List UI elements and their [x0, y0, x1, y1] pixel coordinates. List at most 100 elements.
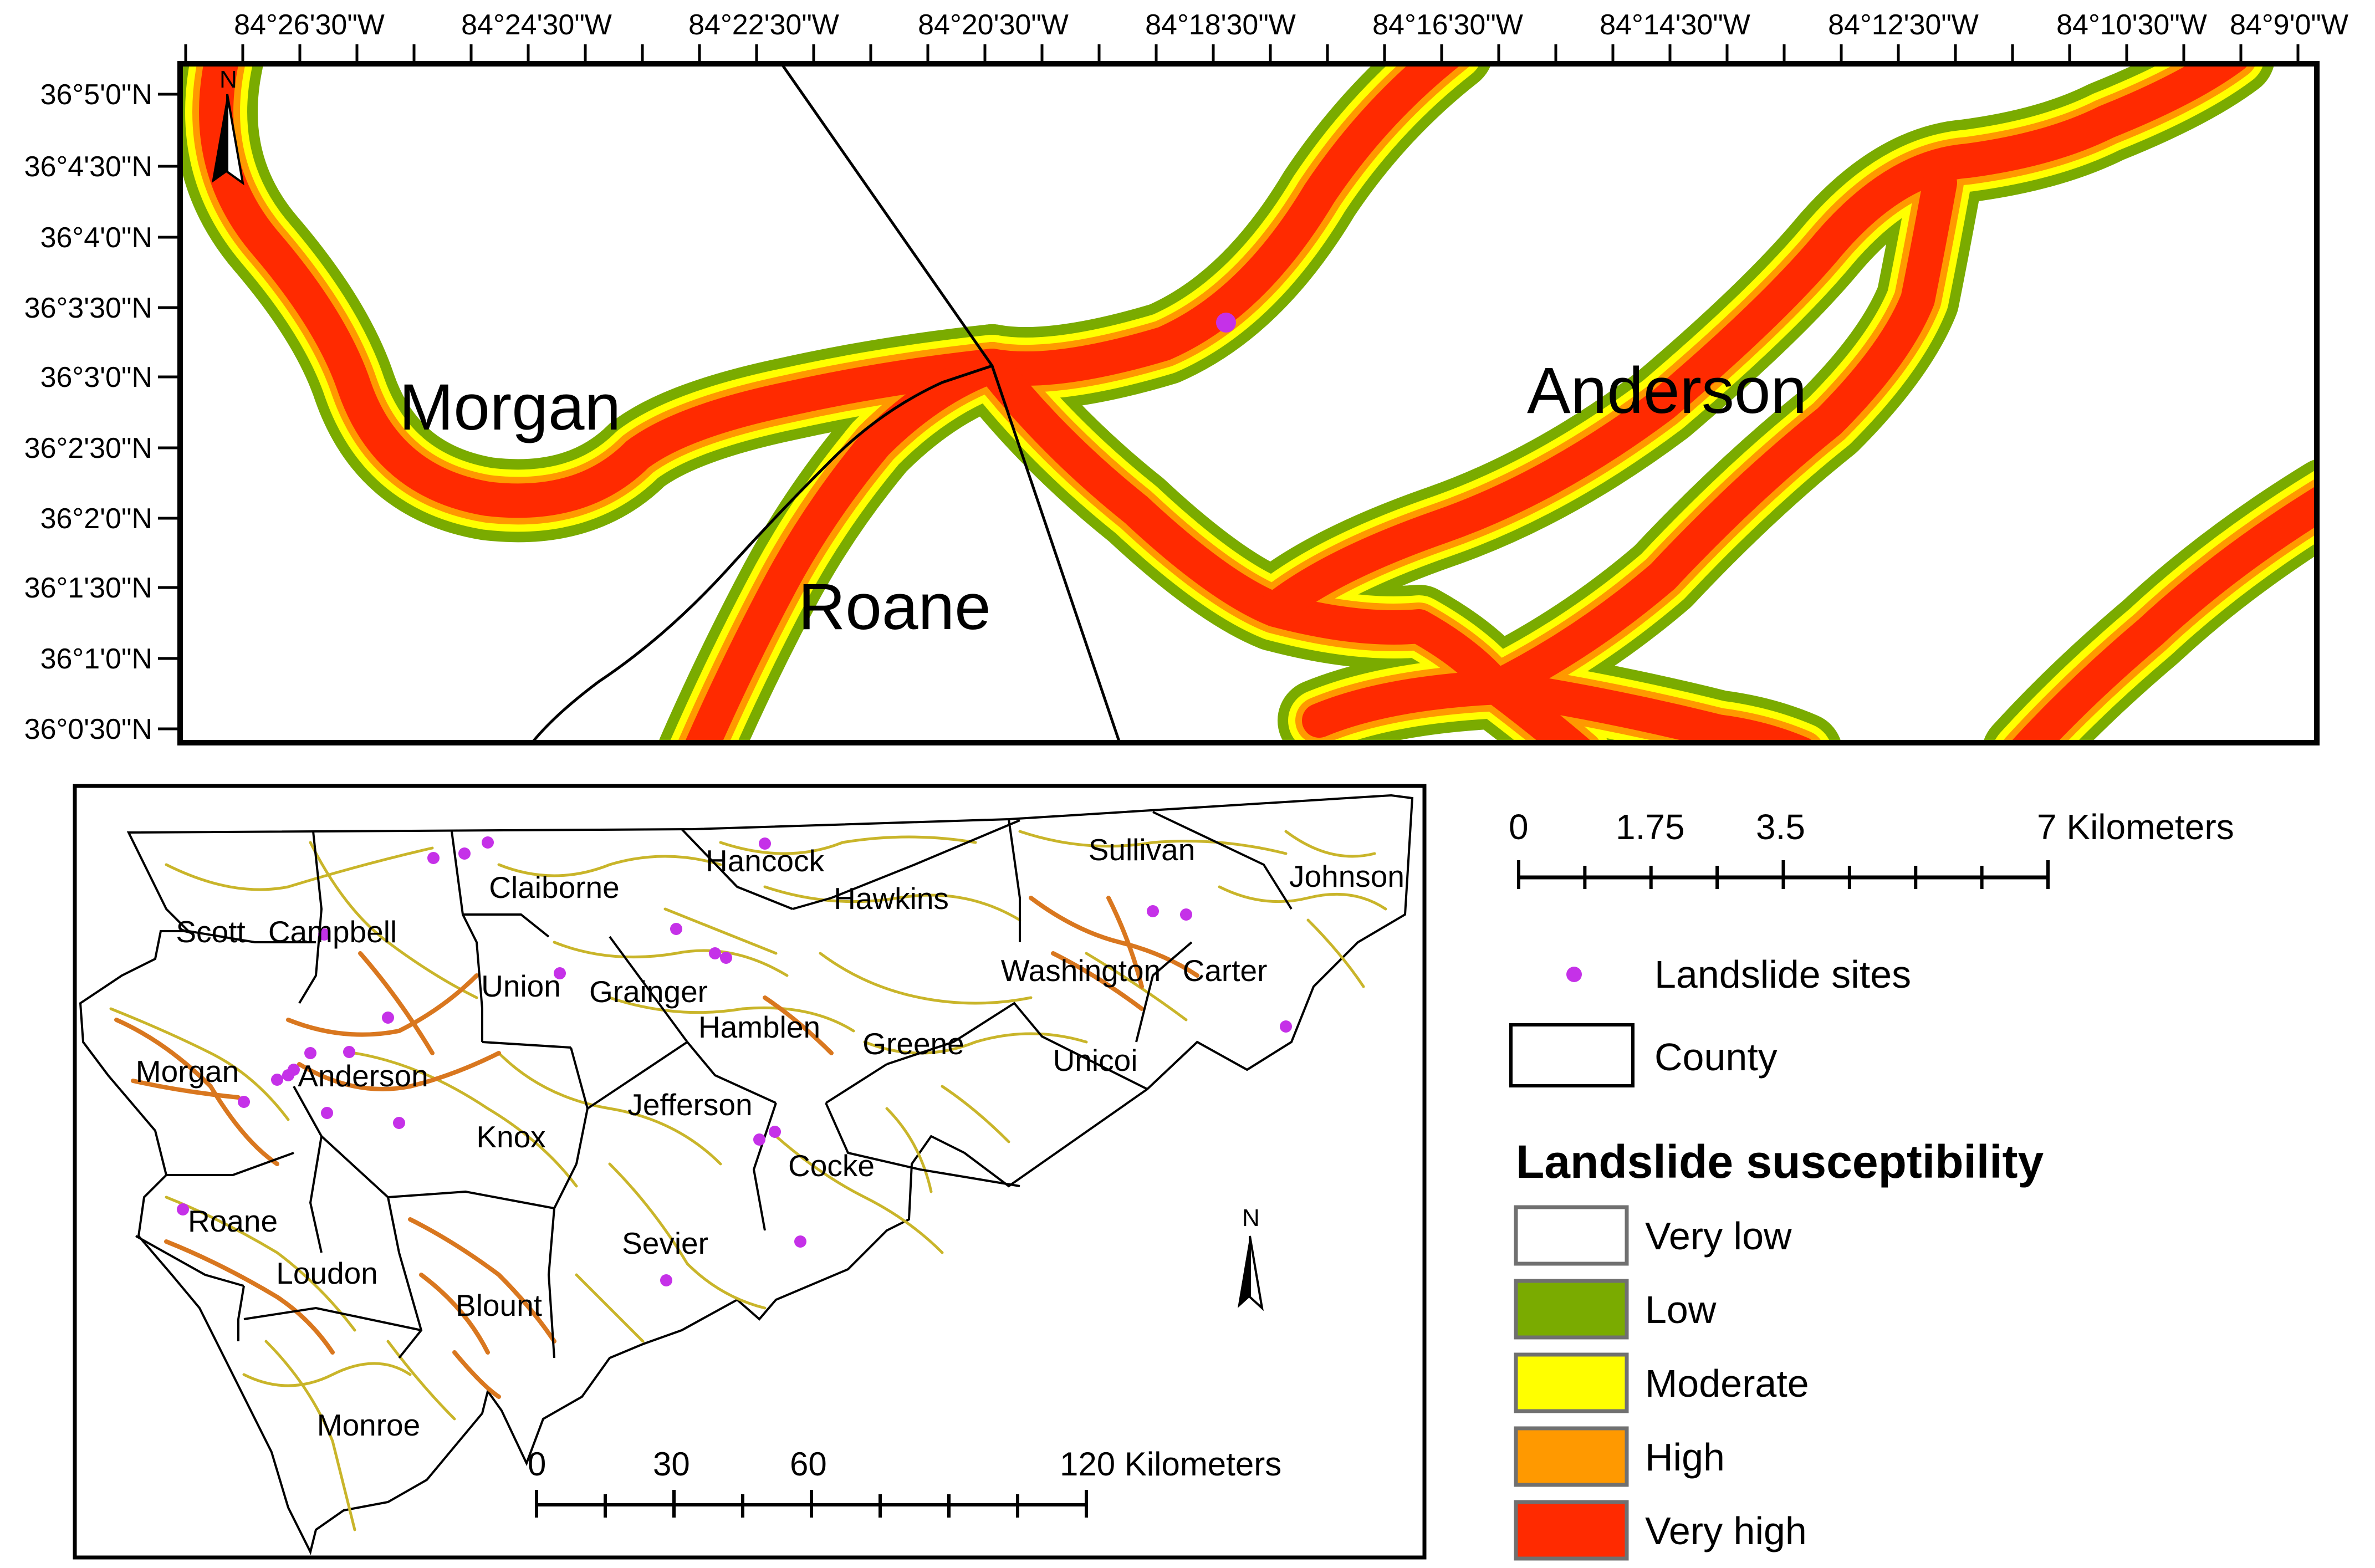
longitude-tick-label: 84°9'0"W: [2230, 9, 2348, 41]
inset-county-label: Anderson: [298, 1059, 428, 1093]
road-low: [553, 941, 789, 977]
landslide-site-marker: [753, 1133, 765, 1146]
legend-class-label: Very high: [1645, 1509, 1807, 1552]
latitude-tick-label: 36°5'0"N: [40, 79, 152, 111]
road-low: [1085, 952, 1188, 1022]
landslide-site-marker: [271, 1074, 283, 1086]
road-high: [1051, 951, 1144, 1011]
main-map: 84°26'30"W 84°24'30"W 84°22'30"W 84°20'30"W…: [24, 9, 2348, 745]
longitude-tick-label: 84°14'30"W: [1600, 9, 1750, 41]
inset-county-label: Sevier: [622, 1226, 708, 1260]
latitude-tick-label: 36°2'30"N: [24, 432, 152, 464]
road-low: [575, 1273, 645, 1343]
longitude-tick-label: 84°22'30"W: [688, 9, 839, 41]
inset-scale-label-30: 30: [653, 1446, 690, 1483]
road-low: [309, 841, 478, 999]
road-low: [819, 952, 1033, 1005]
latitude-tick-label: 36°1'0"N: [40, 643, 152, 675]
latitude-tick-label: 36°2'0"N: [40, 503, 152, 535]
landslide-site-marker: [482, 836, 494, 849]
road-low: [1284, 830, 1376, 858]
inset-county-label: Monroe: [317, 1408, 420, 1442]
inset-county-label: Campbell: [268, 915, 397, 949]
inset-county-label: Washington: [1001, 953, 1161, 988]
landslide-site-marker: [318, 928, 330, 941]
inset-county-label: Carter: [1183, 953, 1268, 988]
road-low: [863, 1032, 1088, 1055]
inset-county-label: Blount: [456, 1288, 542, 1322]
road-low: [497, 855, 722, 877]
landslide-site-marker: [1216, 313, 1236, 333]
legend-landslide-sites-label: Landslide sites: [1654, 953, 1911, 996]
landslide-site-marker: [382, 1012, 394, 1024]
latitude-tick-label: 36°1'30"N: [24, 572, 152, 604]
inset-north-arrow-icon: N: [1238, 1204, 1264, 1311]
legend-title: Landslide susceptibility: [1516, 1136, 2044, 1188]
inset-county-label: Jefferson: [627, 1087, 752, 1122]
road-low: [719, 835, 977, 855]
road-low: [497, 1051, 722, 1166]
longitude-ticks: 84°26'30"W 84°24'30"W 84°22'30"W 84°20'30"W…: [184, 9, 2348, 64]
road-high: [114, 1018, 279, 1166]
county-boundary: [531, 364, 993, 743]
inset-county-boundaries: [135, 811, 1293, 1359]
inset-county-labels: Scott Campbell Claiborne Hancock Hawkins Sull…: [136, 832, 1404, 1442]
longitude-tick-label: 84°10'30"W: [2056, 9, 2207, 41]
road-low: [264, 1340, 356, 1531]
scale-label-0: 0: [1509, 807, 1529, 847]
latitude-tick-label: 36°0'30"N: [24, 713, 152, 745]
legend-landslide-site-icon: [1566, 967, 1582, 982]
latitude-tick-label: 36°3'0"N: [40, 361, 152, 394]
region-outline: [79, 794, 1414, 1555]
north-label: N: [219, 66, 237, 93]
landslide-site-marker: [427, 852, 440, 864]
road-high: [763, 995, 834, 1055]
longitude-tick-label: 84°16'30"W: [1372, 9, 1523, 41]
landslide-site-marker: [1147, 905, 1159, 917]
landslide-site-marker: [1280, 1020, 1292, 1033]
inset-county-label: Union: [481, 969, 561, 1003]
legend-class-label: Very low: [1645, 1214, 1792, 1258]
inset-county-label: Sullivan: [1089, 832, 1196, 867]
landslide-site-marker: [304, 1047, 316, 1059]
road-low: [774, 1135, 944, 1254]
inset-county-label: Hancock: [706, 844, 824, 878]
latitude-tick-label: 36°4'0"N: [40, 222, 152, 254]
road-high: [297, 1051, 501, 1091]
landslide-site-marker: [393, 1117, 405, 1129]
legend-class-label: Low: [1645, 1288, 1717, 1331]
landslide-site-marker: [554, 967, 566, 979]
road-low: [941, 1085, 1010, 1143]
susceptibility-band: [2010, 485, 2317, 743]
legend-swatch: [1514, 1352, 1629, 1413]
inset-county-label: Johnson: [1289, 859, 1404, 893]
legend: Landslide sites County Landslide suscept…: [1509, 953, 2044, 1561]
latitude-tick-label: 36°4'30"N: [24, 151, 152, 183]
landslide-site-marker: [670, 923, 682, 935]
road-high: [358, 951, 435, 1055]
susceptibility-band: [1258, 64, 2249, 627]
longitude-tick-label: 84°24'30"W: [461, 9, 612, 41]
inset-north-label: N: [1242, 1204, 1260, 1232]
legend-swatch: [1514, 1426, 1629, 1487]
landslide-site-marker: [769, 1126, 781, 1138]
landslide-site-marker: [458, 847, 471, 860]
susceptibility-band: [1479, 166, 1957, 704]
landslide-site-marker: [794, 1235, 806, 1248]
inset-county-label: Morgan: [136, 1054, 239, 1089]
inset-county-label: Knox: [476, 1120, 545, 1154]
road-low: [165, 1196, 356, 1332]
road-high: [452, 1350, 501, 1399]
inset-scale-bar: 0 30 60 120 Kilometers: [528, 1446, 1281, 1518]
landslide-site-marker: [238, 1096, 250, 1108]
latitude-ticks: 36°5'0"N 36°4'30"N 36°4'0"N 36°3'30"N 36°3'0…: [24, 79, 180, 745]
road-high: [1106, 896, 1144, 989]
scale-label-7: 7 Kilometers: [2037, 807, 2234, 847]
landslide-site-marker: [720, 952, 732, 964]
inset-county-label: Roane: [188, 1204, 278, 1238]
inset-county-label: Unicoi: [1053, 1043, 1138, 1077]
landslide-site-marker: [343, 1046, 355, 1058]
county-label-morgan: Morgan: [399, 371, 621, 444]
road-low: [1018, 830, 1288, 855]
